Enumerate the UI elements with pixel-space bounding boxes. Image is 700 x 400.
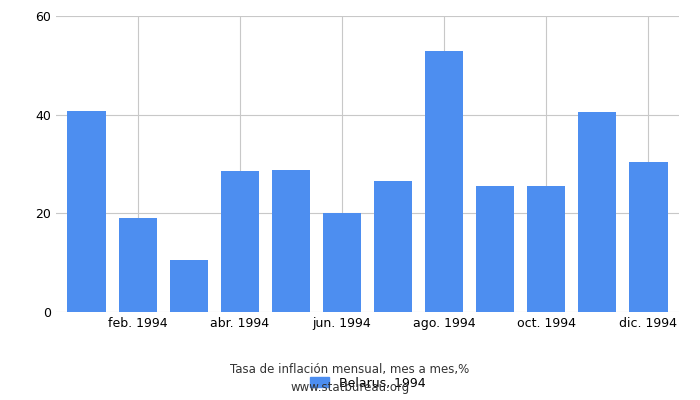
Legend: Belarus, 1994: Belarus, 1994 (304, 372, 430, 394)
Bar (220, 172, 259, 312)
Bar (323, 213, 361, 312)
Bar (169, 260, 208, 312)
Bar (476, 186, 514, 312)
Bar (629, 162, 668, 312)
Text: www.statbureau.org: www.statbureau.org (290, 382, 410, 394)
Bar (67, 111, 106, 312)
Bar (374, 181, 412, 312)
Bar (425, 50, 463, 312)
Bar (578, 112, 617, 312)
Bar (527, 186, 566, 312)
Bar (272, 170, 310, 312)
Bar (118, 218, 157, 312)
Text: Tasa de inflación mensual, mes a mes,%: Tasa de inflación mensual, mes a mes,% (230, 364, 470, 376)
